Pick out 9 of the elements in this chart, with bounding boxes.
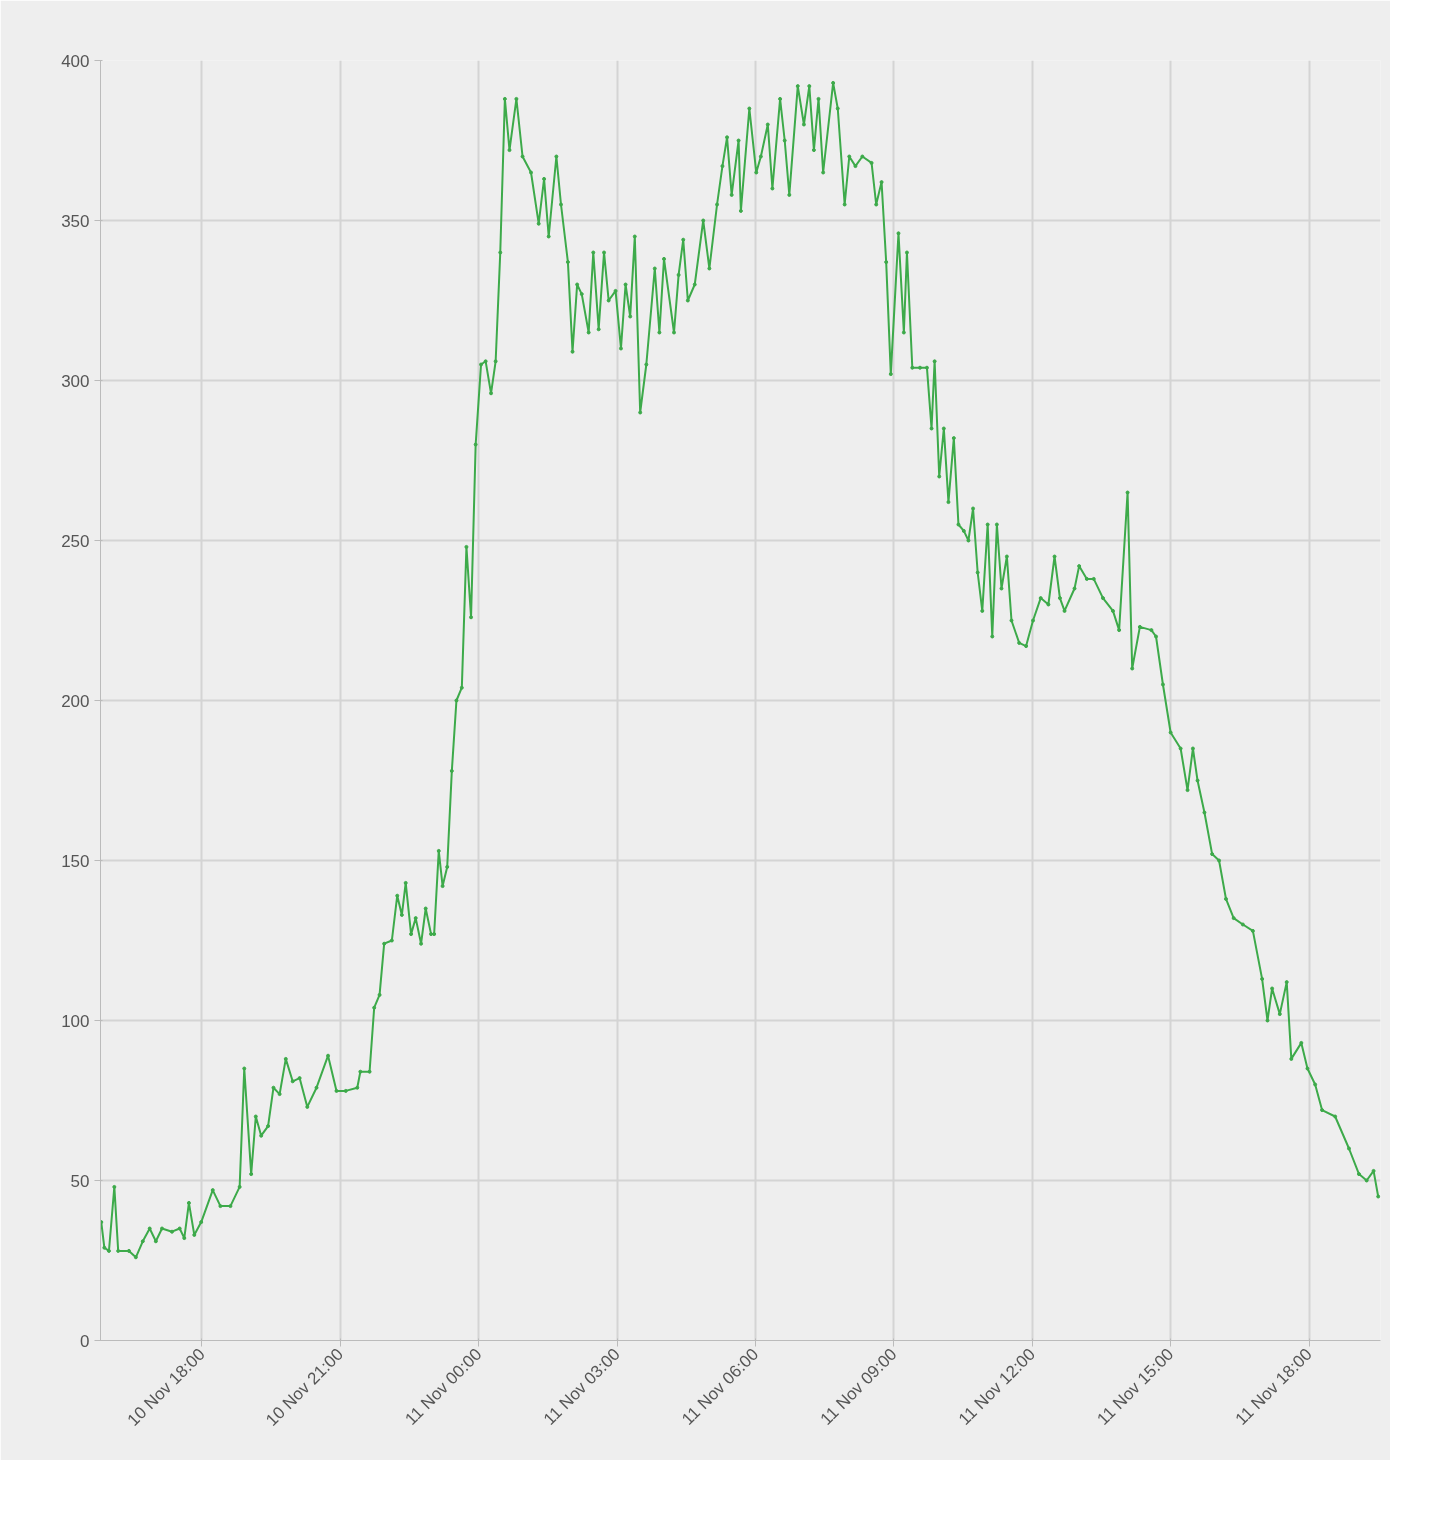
y-tick-label: 200 [61,691,90,711]
y-tick-label: 150 [61,851,90,871]
y-tick-label: 350 [61,211,90,231]
y-tick-label: 400 [61,51,90,71]
y-tick-label: 0 [80,1331,90,1351]
y-tick-label: 250 [61,531,90,551]
y-tick-label: 50 [70,1171,90,1191]
y-tick-label: 300 [61,371,90,391]
y-tick-label: 100 [61,1011,90,1031]
